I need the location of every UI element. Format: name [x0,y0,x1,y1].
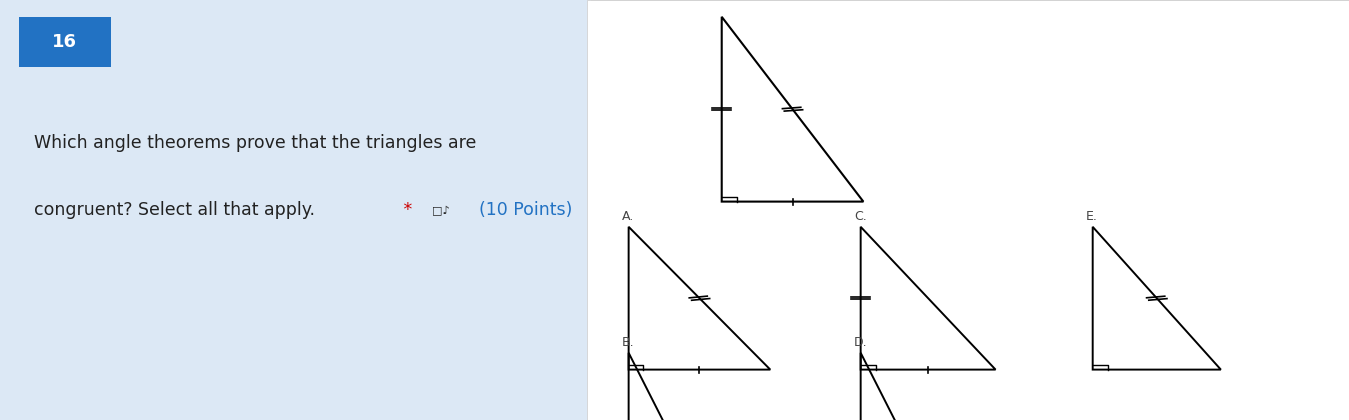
Text: E.: E. [1086,210,1098,223]
Text: B.: B. [622,336,634,349]
Text: □♪: □♪ [425,205,449,215]
Text: A.: A. [622,210,634,223]
Text: 16: 16 [53,33,77,51]
Text: *: * [398,201,413,219]
FancyBboxPatch shape [19,17,111,67]
Text: (10 Points): (10 Points) [479,201,572,219]
FancyBboxPatch shape [591,0,1349,420]
Text: Which angle theorems prove that the triangles are: Which angle theorems prove that the tria… [34,134,476,152]
Text: C.: C. [854,210,866,223]
Text: congruent? Select all that apply.: congruent? Select all that apply. [34,201,314,219]
Text: D.: D. [854,336,867,349]
FancyBboxPatch shape [587,0,1349,420]
